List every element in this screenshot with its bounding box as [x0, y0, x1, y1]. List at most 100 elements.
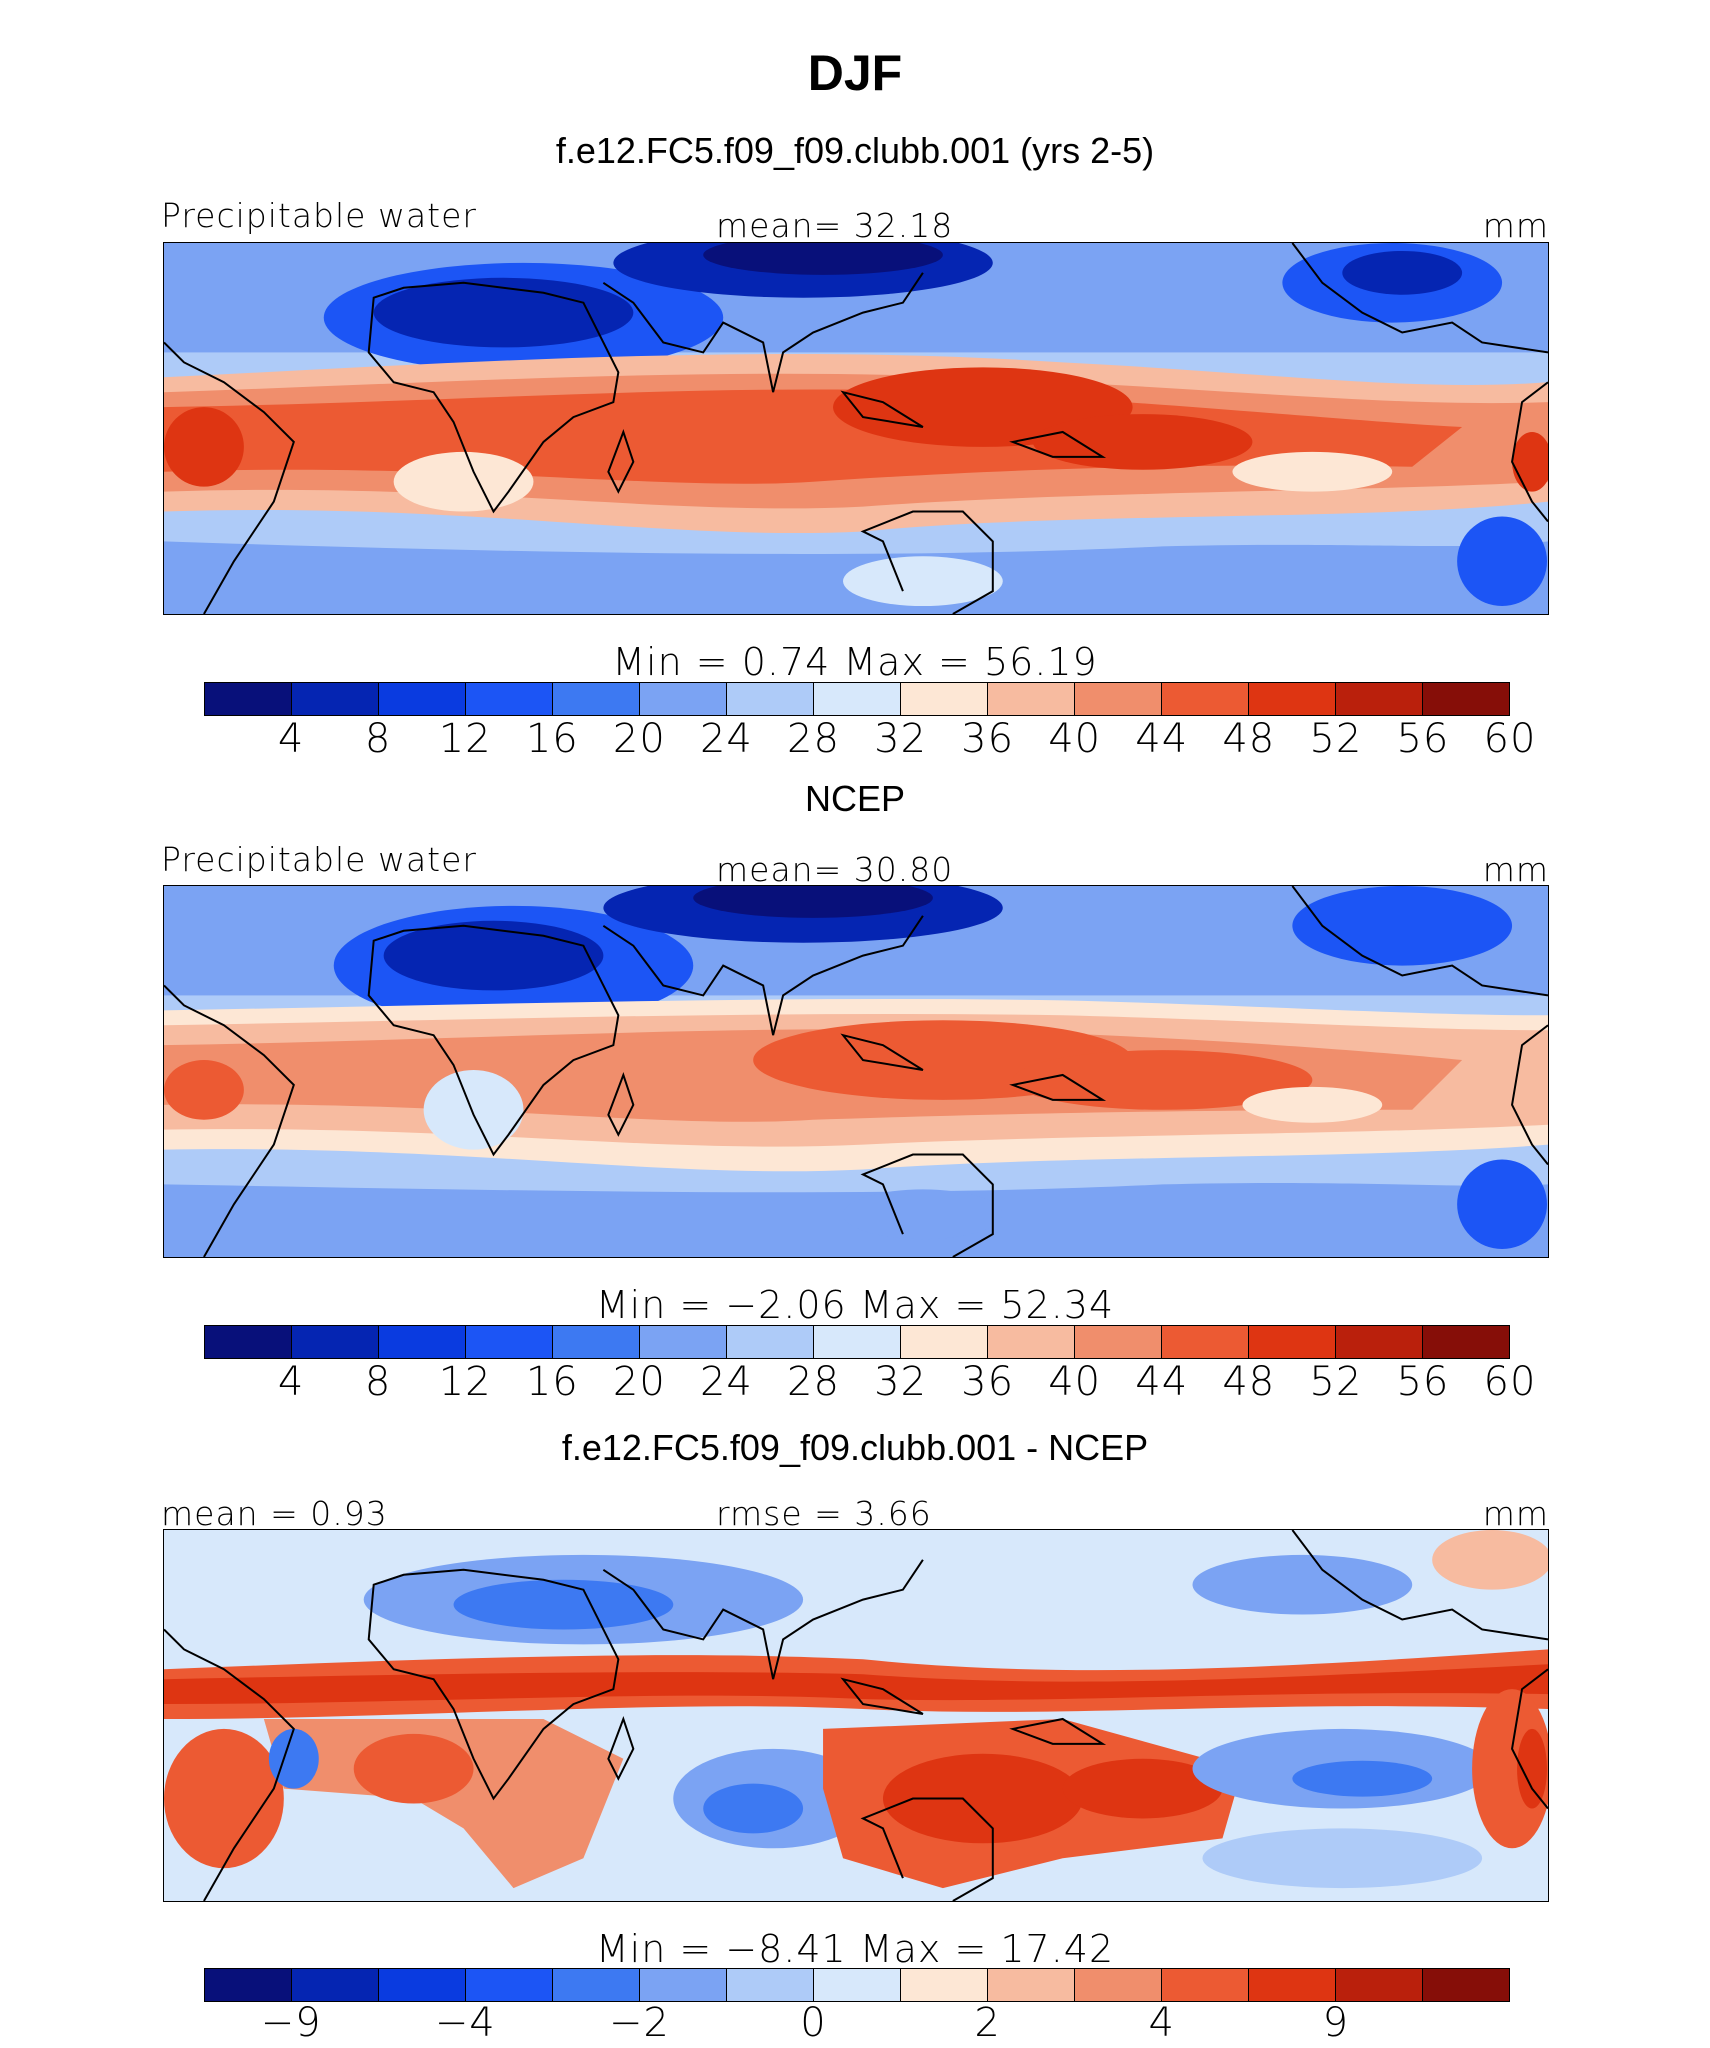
- colorbar-tick-label: 52: [1309, 1359, 1363, 1405]
- panel-2-variable-label: Precipitable water: [161, 840, 477, 879]
- colorbar-tick-label: 36: [961, 716, 1015, 762]
- colorbar-swatch: [1336, 1326, 1423, 1358]
- colorbar-swatch: [1423, 683, 1509, 715]
- colorbar-swatch: [640, 1969, 727, 2001]
- colorbar-tick-label: 24: [699, 1359, 753, 1405]
- colorbar-tick-label: 20: [612, 716, 666, 762]
- colorbar-swatch: [814, 1326, 901, 1358]
- colorbar-swatch: [379, 1326, 466, 1358]
- colorbar-tick-label: 36: [961, 1359, 1015, 1405]
- panel-3-mean-label: mean = 0.93: [161, 1494, 388, 1533]
- colorbar-swatch: [1162, 1969, 1249, 2001]
- colorbar-tick-label: 2: [974, 2000, 1001, 2046]
- colorbar-swatch: [814, 1969, 901, 2001]
- colorbar-tick-label: −4: [434, 2000, 496, 2046]
- colorbar-swatch: [1423, 1969, 1509, 2001]
- colorbar-tick-label: 32: [874, 716, 927, 762]
- colorbar-swatch: [988, 1969, 1075, 2001]
- colorbar-swatch: [553, 683, 640, 715]
- colorbar-tick-label: 20: [612, 1359, 666, 1405]
- colorbar-swatch: [988, 1326, 1075, 1358]
- colorbar-tick-label: 52: [1309, 716, 1363, 762]
- panel-2-colorbar: [204, 1325, 1510, 1359]
- panel-3-map: [163, 1529, 1549, 1902]
- colorbar-swatch: [466, 683, 553, 715]
- colorbar-swatch: [901, 1969, 988, 2001]
- colorbar-swatch: [466, 1326, 553, 1358]
- colorbar-tick-label: 16: [525, 1359, 579, 1405]
- colorbar-tick-label: 16: [525, 716, 579, 762]
- colorbar-tick-label: 48: [1222, 716, 1276, 762]
- colorbar-swatch: [727, 1326, 814, 1358]
- colorbar-swatch: [292, 1969, 379, 2001]
- colorbar-swatch: [1162, 683, 1249, 715]
- colorbar-tick-label: 56: [1396, 716, 1450, 762]
- colorbar-tick-label: 44: [1135, 1359, 1189, 1405]
- colorbar-tick-label: 40: [1048, 716, 1102, 762]
- colorbar-swatch: [1249, 683, 1336, 715]
- panel-3-colorbar-ticks: −9 −4 −2 0 2 4 9: [204, 2000, 1510, 2048]
- panel-1-mean-label: mean= 32.18: [716, 206, 954, 245]
- panel-3-units: mm: [1482, 1494, 1549, 1533]
- colorbar-tick-label: 60: [1483, 716, 1537, 762]
- colorbar-swatch: [205, 683, 292, 715]
- colorbar-swatch: [379, 683, 466, 715]
- colorbar-swatch: [1162, 1326, 1249, 1358]
- colorbar-tick-label: 12: [438, 716, 492, 762]
- colorbar-swatch: [553, 1326, 640, 1358]
- colorbar-swatch: [292, 683, 379, 715]
- panel-2-colorbar-ticks: 4 8 12 16 20 24 28 32 36 40 44 48 52 56 60: [204, 1359, 1536, 1409]
- panel-3-minmax: Min = −8.41 Max = 17.42: [595, 1927, 1115, 1971]
- colorbar-swatch: [901, 1326, 988, 1358]
- panel-2-units: mm: [1482, 850, 1549, 889]
- colorbar-swatch: [205, 1969, 292, 2001]
- colorbar-swatch: [901, 683, 988, 715]
- panel-1-minmax: Min = 0.74 Max = 56.19: [612, 640, 1098, 684]
- panel-2-map: [163, 885, 1549, 1258]
- panel-2-minmax: Min = −2.06 Max = 52.34: [595, 1283, 1115, 1327]
- colorbar-swatch: [988, 683, 1075, 715]
- colorbar-swatch: [292, 1326, 379, 1358]
- colorbar-swatch: [727, 683, 814, 715]
- panel-3-colorbar: [204, 1968, 1510, 2002]
- colorbar-tick-label: 0: [800, 2000, 827, 2046]
- colorbar-swatch: [205, 1326, 292, 1358]
- colorbar-swatch: [553, 1969, 640, 2001]
- colorbar-swatch: [1336, 683, 1423, 715]
- colorbar-swatch: [379, 1969, 466, 2001]
- colorbar-tick-label: 48: [1222, 1359, 1276, 1405]
- panel-1-colorbar-ticks: 4 8 12 16 20 24 28 32 36 40 44 48 52 56 60: [204, 716, 1536, 766]
- colorbar-swatch: [1249, 1326, 1336, 1358]
- panel-1-units: mm: [1482, 206, 1549, 245]
- colorbar-swatch: [640, 1326, 727, 1358]
- colorbar-tick-label: 40: [1048, 1359, 1102, 1405]
- panel-1-variable-label: Precipitable water: [161, 196, 477, 235]
- colorbar-tick-label: 44: [1135, 716, 1189, 762]
- colorbar-tick-label: −2: [608, 2000, 670, 2046]
- colorbar-swatch: [1075, 1326, 1162, 1358]
- panel-2-heading: NCEP: [804, 778, 906, 819]
- colorbar-swatch: [727, 1969, 814, 2001]
- colorbar-swatch: [1336, 1969, 1423, 2001]
- colorbar-tick-label: 28: [787, 716, 840, 762]
- colorbar-swatch: [1249, 1969, 1336, 2001]
- colorbar-tick-label: −9: [260, 2000, 322, 2046]
- panel-1-colorbar: [204, 682, 1510, 716]
- panel-1-heading: f.e12.FC5.f09_f09.clubb.001 (yrs 2-5): [555, 130, 1155, 171]
- colorbar-tick-label: 4: [277, 1359, 305, 1405]
- panel-1-map: [163, 242, 1549, 615]
- colorbar-swatch: [640, 683, 727, 715]
- colorbar-tick-label: 56: [1396, 1359, 1450, 1405]
- colorbar-tick-label: 4: [277, 716, 305, 762]
- colorbar-swatch: [466, 1969, 553, 2001]
- colorbar-tick-label: 24: [699, 716, 753, 762]
- colorbar-tick-label: 4: [1148, 2000, 1175, 2046]
- colorbar-swatch: [814, 683, 901, 715]
- colorbar-tick-label: 8: [364, 1359, 392, 1405]
- colorbar-swatch: [1423, 1326, 1509, 1358]
- colorbar-swatch: [1075, 1969, 1162, 2001]
- page-title: DJF: [807, 45, 903, 101]
- colorbar-tick-label: 60: [1483, 1359, 1537, 1405]
- colorbar-tick-label: 9: [1322, 2000, 1350, 2046]
- panel-3-heading: f.e12.FC5.f09_f09.clubb.001 - NCEP: [561, 1427, 1149, 1468]
